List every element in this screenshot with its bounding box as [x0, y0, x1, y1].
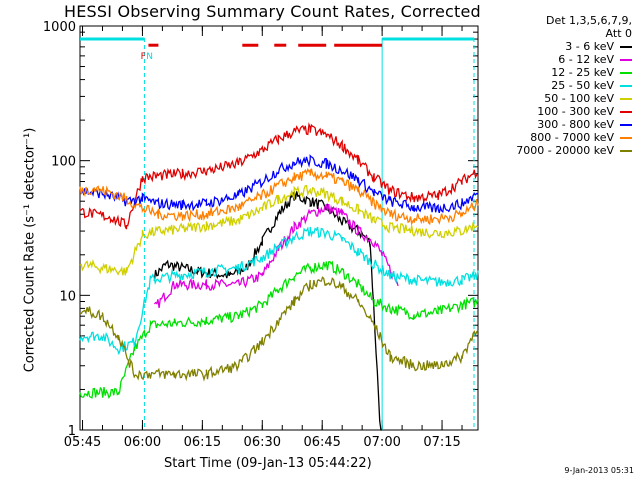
legend-label: 7000 - 20000 keV — [516, 144, 614, 157]
legend-entry: 300 - 800 keV — [478, 118, 638, 131]
series-line — [79, 154, 479, 214]
y-axis-label: Corrected Count Rate (s⁻¹ detector⁻¹) — [22, 127, 38, 373]
series-line — [79, 276, 479, 382]
legend-label: 25 - 50 keV — [551, 79, 614, 92]
legend-entry: 800 - 7000 keV — [478, 131, 638, 144]
legend-entry: 12 - 25 keV — [478, 66, 638, 79]
legend-entry: 7000 - 20000 keV — [478, 144, 638, 157]
x-tick-label: 07:15 — [423, 435, 460, 450]
plot-frame — [79, 25, 479, 431]
y-tick-label: 100 — [51, 155, 76, 170]
legend-label: 800 - 7000 keV — [530, 131, 614, 144]
legend-entry: 100 - 300 keV — [478, 105, 638, 118]
flag-label: F — [141, 52, 146, 62]
footer-date: 9-Jan-2013 05:31 — [564, 466, 634, 475]
legend-swatch — [620, 58, 632, 61]
flag-label: N — [146, 52, 153, 62]
series-line — [79, 226, 479, 355]
legend-swatch — [620, 71, 632, 74]
legend-entry: 50 - 100 keV — [478, 92, 638, 105]
series-line — [79, 122, 479, 230]
x-tick-label: 05:45 — [64, 435, 101, 450]
legend-header-detectors: Det 1,3,5,6,7,9, — [545, 14, 632, 27]
y-tick-label: 1 — [68, 424, 76, 439]
legend-header-attenuator: Att 0 — [605, 27, 632, 40]
legend-entry: 6 - 12 keV — [478, 53, 638, 66]
x-tick-label: 07:00 — [363, 435, 400, 450]
x-tick-label: 06:30 — [244, 435, 281, 450]
series-line — [153, 191, 383, 431]
legend-label: 300 - 800 keV — [537, 118, 614, 131]
y-tick-label: 10 — [59, 289, 76, 304]
legend-swatch — [620, 123, 632, 126]
legend-label: 6 - 12 keV — [558, 53, 614, 66]
x-tick-label: 06:45 — [303, 435, 340, 450]
legend-entry: 3 - 6 keV — [478, 40, 638, 53]
legend-label: 50 - 100 keV — [544, 92, 614, 105]
x-tick-label: 06:00 — [124, 435, 161, 450]
series-line — [79, 260, 479, 399]
legend-swatch — [620, 97, 632, 100]
chart-title: HESSI Observing Summary Count Rates, Cor… — [64, 2, 481, 21]
legend-swatch — [620, 110, 632, 113]
legend-label: 100 - 300 keV — [537, 105, 614, 118]
legend-swatch — [620, 149, 632, 152]
series-line — [79, 185, 479, 276]
x-tick-label: 06:15 — [184, 435, 221, 450]
legend-swatch — [620, 136, 632, 139]
legend: Det 1,3,5,6,7,9, Att 0 3 - 6 keV 6 - 12 k… — [478, 14, 638, 157]
legend-label: 12 - 25 keV — [551, 66, 614, 79]
legend-swatch — [620, 84, 632, 87]
y-tick-label: 1000 — [43, 20, 76, 35]
series-line — [79, 167, 479, 226]
legend-swatch — [620, 45, 632, 48]
series-line — [153, 203, 399, 308]
legend-entry: 25 - 50 keV — [478, 79, 638, 92]
legend-label: 3 - 6 keV — [565, 40, 614, 53]
x-axis-label: Start Time (09-Jan-13 05:44:22) — [164, 456, 372, 471]
